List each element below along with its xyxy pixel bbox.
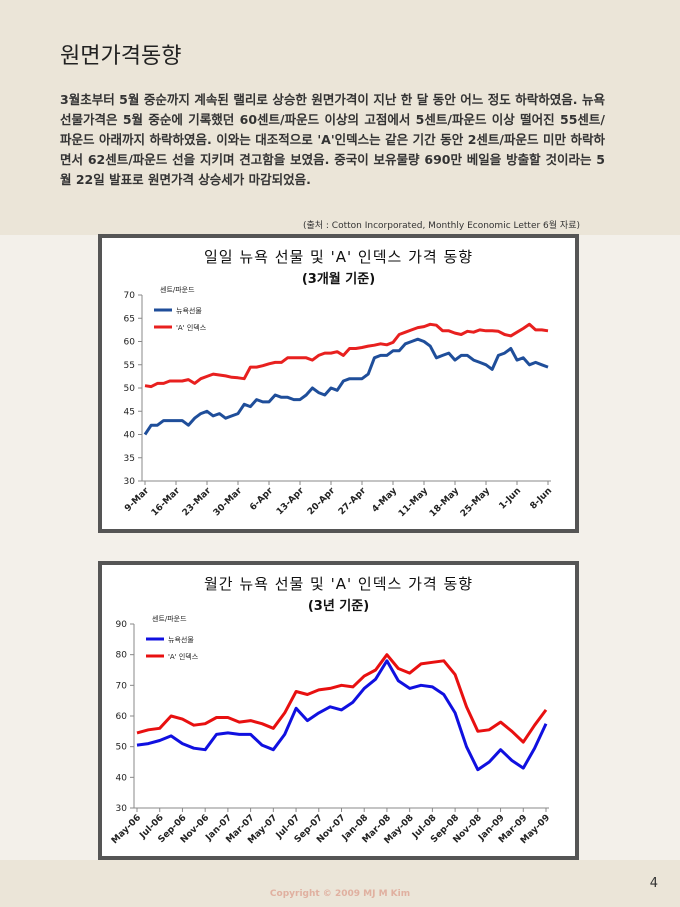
chart-subtitle: (3년 기준) — [308, 599, 369, 614]
y-tick-label: 65 — [124, 314, 135, 324]
y-axis-label: 센트/파운드 — [152, 614, 187, 623]
series-line — [136, 659, 548, 772]
y-tick-label: 40 — [124, 431, 136, 441]
y-tick-label: 50 — [124, 384, 136, 394]
y-tick-label: 55 — [124, 361, 135, 371]
y-tick-label: 60 — [116, 712, 128, 722]
page-number: 4 — [649, 876, 658, 891]
legend-label: 'A' 인덱스 — [176, 323, 207, 332]
series-line — [144, 322, 549, 389]
source-note: (출처 : Cotton Incorporated, Monthly Econo… — [302, 221, 580, 231]
y-tick-label: 45 — [124, 407, 135, 417]
y-tick-label: 80 — [116, 651, 128, 661]
y-tick-label: 90 — [116, 620, 128, 630]
copyright: Copyright © 2009 MJ M Kim — [269, 889, 411, 899]
footer-band — [0, 860, 680, 907]
header-band — [0, 0, 680, 235]
legend-label: 'A' 인덱스 — [168, 652, 199, 661]
y-tick-label: 60 — [124, 338, 136, 348]
chart-subtitle: (3개월 기준) — [302, 271, 375, 287]
y-tick-label: 50 — [116, 743, 128, 753]
y-tick-label: 30 — [116, 804, 128, 814]
y-tick-label: 70 — [116, 681, 128, 691]
chart-title: 월간 뉴욕 선물 및 'A' 인덱스 가격 동향 — [204, 575, 473, 593]
chart-frame — [98, 234, 579, 533]
y-tick-label: 35 — [124, 454, 135, 464]
y-axis-label: 센트/파운드 — [160, 285, 195, 294]
series-line — [143, 337, 549, 436]
legend-label: 뉴욕선물 — [168, 635, 194, 644]
y-tick-label: 40 — [116, 773, 128, 783]
y-tick-label: 30 — [124, 477, 136, 487]
y-tick-label: 70 — [124, 291, 136, 301]
chart-title: 일일 뉴욕 선물 및 'A' 인덱스 가격 동향 — [204, 248, 473, 266]
legend-label: 뉴욕선물 — [176, 306, 202, 315]
body-text: 3월초부터 5월 중순까지 계속된 랠리로 상승한 원면가격이 지난 한 달 동… — [60, 92, 605, 187]
series-line — [136, 653, 548, 744]
page-title: 원면가격동향 — [60, 44, 182, 69]
